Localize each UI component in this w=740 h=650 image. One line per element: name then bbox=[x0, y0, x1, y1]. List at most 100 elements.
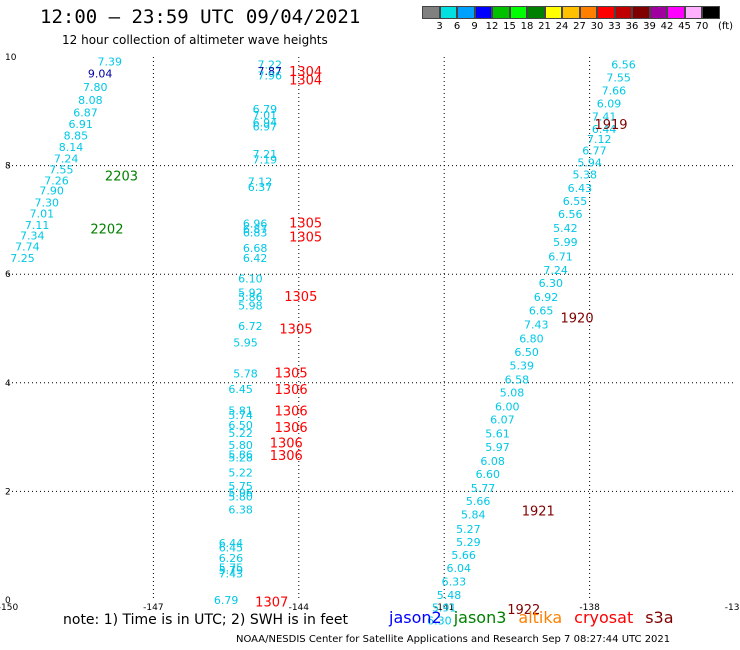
swh-value-label: 5.66 bbox=[466, 495, 491, 508]
swh-value-label: 6.94 bbox=[253, 117, 278, 130]
swh-value-label: 6.87 bbox=[243, 223, 268, 236]
legend-swatch bbox=[702, 6, 720, 19]
swh-value-label: 5.96 bbox=[228, 486, 253, 499]
swh-value-label: 6.09 bbox=[597, 98, 622, 111]
swh-value-label: 6.80 bbox=[519, 332, 544, 345]
swh-value-label: 8.85 bbox=[64, 130, 89, 143]
swh-value-label: 6.83 bbox=[243, 226, 268, 239]
swh-value-label: 6.77 bbox=[582, 144, 607, 157]
swh-value-label: 7.55 bbox=[606, 72, 631, 85]
legend-label: 36 bbox=[625, 21, 639, 32]
time-label: 1306 bbox=[275, 383, 308, 398]
swh-value-label: 5.80 bbox=[228, 490, 253, 503]
swh-value-label: 6.58 bbox=[505, 374, 530, 387]
swh-value-label: 6.07 bbox=[490, 414, 515, 427]
swh-value-label: 7.24 bbox=[543, 264, 568, 277]
swh-value-label: 7.26 bbox=[44, 174, 69, 187]
time-label: 2202 bbox=[90, 223, 123, 238]
swh-value-label: 6.38 bbox=[228, 503, 253, 516]
color-scale-legend bbox=[422, 6, 720, 19]
swh-value-label: 6.96 bbox=[243, 218, 268, 231]
swh-value-label: 5.86 bbox=[228, 448, 253, 461]
swh-value-label: 7.12 bbox=[248, 175, 273, 188]
legend-swatch bbox=[544, 6, 562, 19]
swh-value-label: 5.29 bbox=[456, 536, 481, 549]
swh-value-label: 6.26 bbox=[219, 552, 244, 565]
satellite-legend-item: altika bbox=[518, 608, 563, 627]
legend-unit: (ft) bbox=[718, 21, 734, 32]
time-label: 1921 bbox=[522, 504, 555, 519]
swh-value-label: 5.38 bbox=[573, 168, 598, 181]
legend-label: 12 bbox=[485, 21, 499, 32]
time-label: 1306 bbox=[270, 449, 303, 464]
legend-label: 30 bbox=[590, 21, 604, 32]
swh-value-label: 7.25 bbox=[10, 252, 35, 265]
legend-swatch bbox=[579, 6, 597, 19]
legend-label: 45 bbox=[678, 21, 691, 32]
swh-value-label: 7.30 bbox=[35, 197, 60, 210]
swh-value-label: 6.55 bbox=[563, 195, 588, 208]
legend-swatch bbox=[597, 6, 615, 19]
swh-value-label: 6.43 bbox=[568, 182, 593, 195]
time-label: 1305 bbox=[284, 290, 317, 305]
swh-value-label: 7.41 bbox=[592, 111, 617, 124]
legend-label: 18 bbox=[520, 21, 534, 32]
swh-value-label: 5.27 bbox=[456, 523, 481, 536]
swh-value-label: 7.21 bbox=[253, 148, 278, 161]
y-tick-label: 0 bbox=[5, 596, 11, 606]
swh-value-label: 5.42 bbox=[553, 222, 578, 235]
swh-value-label: 6.45 bbox=[228, 383, 253, 396]
swh-value-label: 6.79 bbox=[214, 594, 239, 607]
swh-value-label: 6.71 bbox=[548, 250, 573, 263]
legend-swatch bbox=[614, 6, 632, 19]
swh-value-label: 7.34 bbox=[20, 230, 45, 243]
swh-value-label: 6.68 bbox=[243, 242, 268, 255]
legend-swatch bbox=[667, 6, 685, 19]
legend-swatch bbox=[457, 6, 475, 19]
legend-label: 9 bbox=[471, 21, 478, 32]
swh-value-label: 7.11 bbox=[25, 219, 50, 232]
legend-label: 15 bbox=[503, 21, 516, 32]
legend-swatch bbox=[562, 6, 580, 19]
swh-value-label: 6.37 bbox=[248, 181, 273, 194]
time-label: 1920 bbox=[561, 312, 594, 327]
swh-value-label: 7.55 bbox=[49, 163, 74, 176]
legend-swatch bbox=[474, 6, 492, 19]
swh-value-label: 7.24 bbox=[54, 153, 79, 166]
swh-value-label: 6.56 bbox=[558, 208, 583, 221]
time-label: 1305 bbox=[275, 367, 308, 382]
swh-value-label: 6.44 bbox=[592, 123, 617, 136]
swh-value-label: 5.99 bbox=[553, 236, 578, 249]
swh-value-label: 9.04 bbox=[88, 67, 113, 80]
swh-value-label: 8.14 bbox=[59, 141, 84, 154]
swh-value-label: 6.00 bbox=[495, 401, 520, 414]
swh-value-label: 6.97 bbox=[253, 121, 278, 134]
swh-value-label: 6.60 bbox=[476, 468, 501, 481]
x-tick-label: -144 bbox=[289, 603, 310, 613]
swh-value-label: 7.66 bbox=[602, 85, 627, 98]
time-label: 1919 bbox=[594, 118, 627, 133]
chart-subtitle: 12 hour collection of altimeter wave hei… bbox=[62, 33, 328, 47]
satellite-legend-item: cryosat bbox=[574, 608, 634, 627]
swh-value-label: 5.79 bbox=[219, 564, 244, 577]
swh-value-label: 6.10 bbox=[238, 273, 263, 286]
swh-value-label: 7.22 bbox=[257, 59, 282, 72]
swh-value-label: 6.45 bbox=[219, 541, 244, 554]
satellite-legend: jason2 jason3 altika cryosat s3a bbox=[389, 608, 686, 627]
swh-value-label: 7.01 bbox=[253, 109, 278, 122]
swh-value-label: 6.33 bbox=[442, 576, 467, 589]
swh-value-label: 7.43 bbox=[524, 319, 549, 332]
y-tick-label: 10 bbox=[5, 53, 17, 63]
legend-swatch bbox=[422, 6, 440, 19]
time-label: 1307 bbox=[255, 596, 288, 611]
swh-value-label: 7.19 bbox=[253, 154, 278, 167]
legend-label: 6 bbox=[453, 21, 461, 32]
swh-value-label: 6.56 bbox=[611, 59, 636, 72]
time-label: 1305 bbox=[279, 323, 312, 338]
y-tick-label: 2 bbox=[5, 487, 11, 497]
legend-label: 21 bbox=[538, 21, 551, 32]
time-label: 1305 bbox=[289, 217, 322, 232]
swh-value-label: 6.50 bbox=[228, 419, 253, 432]
